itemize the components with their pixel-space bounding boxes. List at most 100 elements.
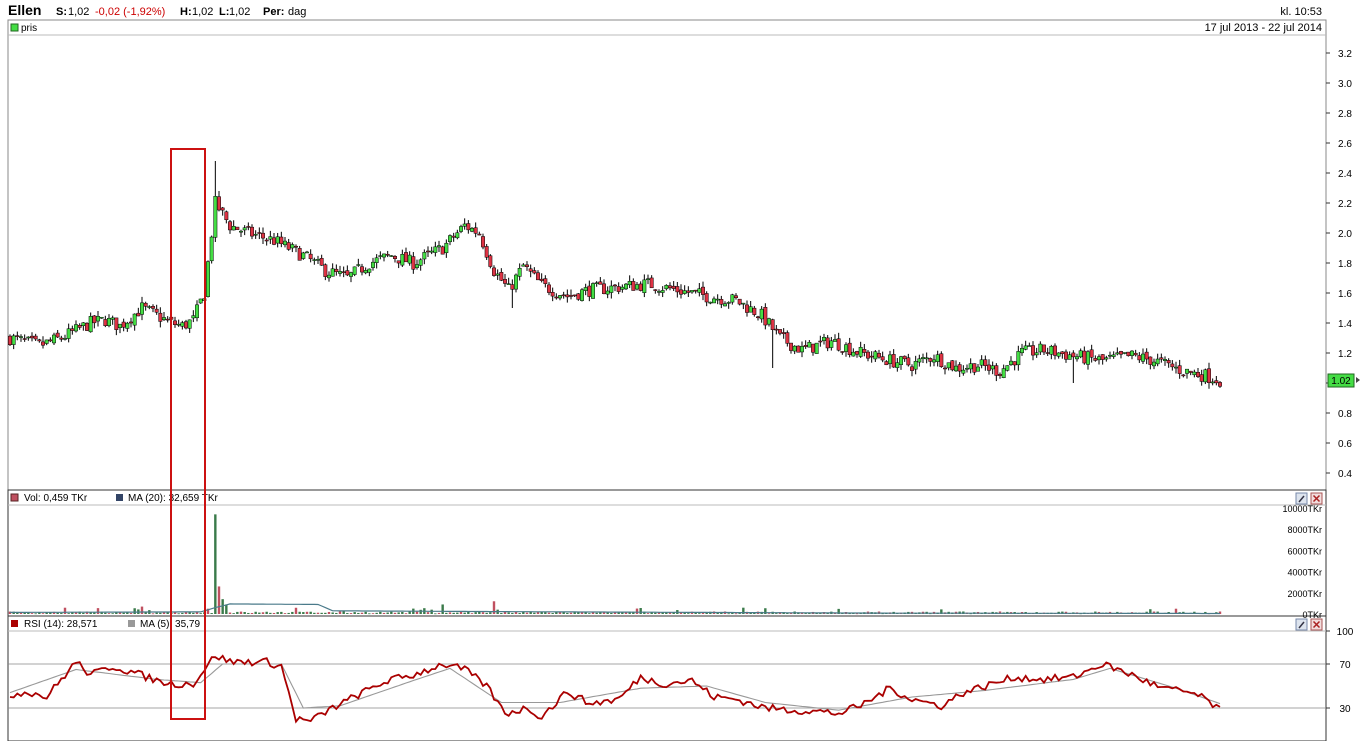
rsi-close-icon[interactable] (1310, 618, 1323, 631)
volume-bar (60, 613, 63, 614)
candle (158, 307, 163, 328)
candle-body (517, 268, 522, 277)
volume-tick-label: 10000TKr (1282, 504, 1322, 514)
volume-settings-icon[interactable] (1295, 492, 1308, 505)
volume-bar (514, 611, 518, 614)
volume-bar (126, 612, 129, 614)
candle-body (704, 293, 709, 303)
candle-body (305, 251, 309, 254)
candlestick-series (8, 161, 1222, 389)
candle (1163, 356, 1167, 366)
candle (319, 254, 324, 266)
candle-body (444, 242, 449, 254)
candle-body (785, 332, 790, 344)
candle (1053, 343, 1057, 360)
volume-bar (177, 613, 180, 615)
volume-bar (551, 613, 554, 614)
candle-body (1056, 352, 1061, 357)
candle-body (286, 242, 291, 250)
candle-body (1119, 351, 1123, 355)
change-value: -0,02 (-1,92%) (95, 6, 165, 18)
volume-bar (364, 611, 367, 614)
candle (470, 227, 474, 233)
candle-body (1185, 368, 1189, 374)
candle (939, 351, 944, 368)
volume-bar (335, 612, 338, 614)
volume-bar (569, 612, 573, 614)
candle-body (1005, 365, 1010, 371)
candle (851, 348, 856, 357)
volume-bar (316, 612, 320, 614)
candle-body (451, 235, 456, 238)
candle-body (1137, 355, 1142, 361)
candle (297, 245, 302, 261)
candle (668, 282, 672, 291)
candle-body (173, 320, 177, 325)
volume-bar (632, 611, 635, 614)
volume-bar (327, 611, 331, 614)
candle-body (470, 228, 474, 232)
volume-bar (27, 612, 30, 614)
candle-body (657, 291, 661, 293)
volume-bar (192, 612, 195, 614)
candle-body (499, 272, 504, 281)
candle (653, 289, 658, 294)
candle (979, 355, 984, 369)
candle-body (660, 290, 665, 293)
volume-bar (155, 612, 158, 614)
volume-bar (474, 612, 477, 614)
candle (987, 359, 991, 375)
volume-bar (701, 612, 705, 614)
candle-body (231, 225, 236, 231)
candle (855, 350, 859, 358)
candle-body (715, 298, 720, 301)
candle (690, 290, 694, 294)
candle-body (407, 254, 412, 264)
volume-bar (694, 612, 697, 614)
price-tick-label: 0.6 (1338, 439, 1352, 450)
candle (924, 352, 929, 364)
volume-bar (650, 612, 653, 614)
candle-body (917, 358, 922, 363)
candle-body (778, 329, 782, 334)
candle-body (811, 343, 815, 353)
candle (888, 350, 892, 369)
candle-body (11, 335, 16, 345)
candle-body (1038, 343, 1043, 353)
candle-body (312, 259, 317, 261)
candle-body (642, 279, 647, 294)
candle-body (774, 328, 779, 331)
candle-body (954, 365, 958, 372)
candle (631, 278, 636, 291)
candle-body (275, 236, 280, 244)
volume-bar (144, 612, 147, 614)
candle-body (1122, 352, 1127, 354)
candle-body (213, 196, 218, 238)
candle (910, 364, 914, 377)
candle (242, 225, 247, 236)
candle-body (121, 321, 126, 328)
candle (1188, 370, 1193, 376)
volume-bar (122, 612, 125, 614)
candle (605, 286, 610, 299)
volume-bar (265, 611, 268, 614)
volume-close-icon[interactable] (1310, 492, 1323, 505)
rsi-settings-icon[interactable] (1295, 618, 1308, 631)
volume-bar (239, 611, 243, 614)
candle (902, 355, 907, 362)
candle-body (1097, 356, 1101, 361)
candle-body (374, 257, 379, 263)
volume-bar (1218, 611, 1222, 614)
volume-bar (360, 612, 364, 614)
candle (598, 277, 603, 285)
candle-body (19, 336, 23, 338)
candle (943, 365, 947, 375)
candle-body (796, 345, 801, 353)
candle-body (631, 281, 636, 291)
candle (833, 334, 837, 342)
candle-body (668, 285, 672, 289)
volume-bar (184, 612, 188, 614)
volume-bar (320, 612, 323, 614)
candle-body (899, 356, 903, 365)
candle-body (946, 362, 951, 369)
